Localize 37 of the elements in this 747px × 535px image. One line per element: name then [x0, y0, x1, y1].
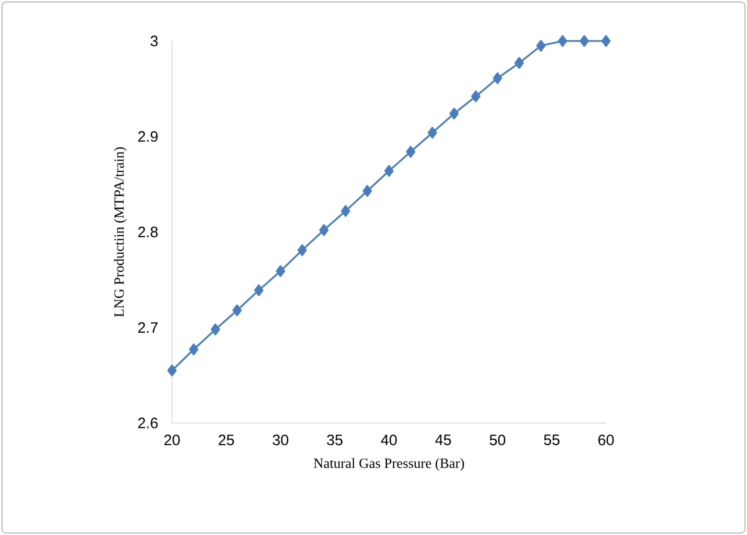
x-tick-label: 55	[544, 434, 560, 446]
point	[340, 205, 350, 217]
point	[406, 146, 416, 158]
point	[492, 72, 502, 84]
y-tick-label: 2.9	[138, 131, 158, 142]
point	[319, 224, 329, 236]
point	[189, 344, 198, 356]
point	[384, 164, 394, 177]
x-tick-label: 30	[272, 434, 288, 446]
y-axis-title: LNG Productiin (MTPA/train)	[114, 147, 127, 317]
y-tick-label: 3	[150, 36, 158, 46]
point	[471, 90, 480, 102]
point	[254, 284, 264, 296]
x-tick-label: 60	[598, 434, 614, 446]
point	[362, 185, 372, 197]
point	[558, 35, 568, 47]
point	[276, 265, 286, 278]
point	[601, 35, 611, 47]
y-tick-label: 2.6	[138, 418, 158, 428]
point	[449, 108, 459, 120]
x-tick-label: 20	[164, 434, 180, 446]
y-tick-label: 2.8	[138, 226, 158, 238]
point	[210, 324, 220, 336]
point	[536, 40, 546, 52]
x-tick-label: 45	[435, 434, 451, 446]
x-tick-label: 25	[218, 434, 234, 446]
point	[232, 304, 242, 316]
x-tick-label: 40	[381, 434, 397, 446]
x-tick-label: 50	[490, 434, 506, 446]
point	[514, 57, 524, 69]
x-axis-title: Natural Gas Pressure (Bar)	[314, 458, 464, 471]
y-tick-label: 2.7	[138, 322, 158, 333]
point	[428, 126, 438, 139]
x-tick-label: 35	[326, 434, 342, 446]
point	[298, 244, 307, 256]
point	[167, 364, 177, 376]
point	[580, 35, 589, 47]
